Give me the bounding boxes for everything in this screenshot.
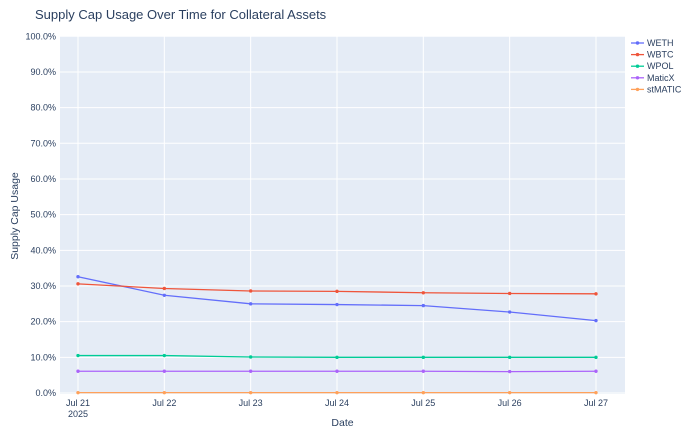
legend-label: WBTC	[647, 50, 674, 60]
x-tick-label: Jul 24	[325, 398, 349, 408]
y-axis-ticks: 0.0% 10.0% 20.0% 30.0% 40.0% 50.0% 60.0% 70.0% 8…	[25, 31, 56, 398]
legend-swatch-marker	[635, 87, 640, 92]
legend-label: stMATIC	[647, 84, 682, 94]
y-tick-label: 30.0%	[30, 281, 56, 291]
y-tick-label: 50.0%	[30, 210, 56, 220]
series-markers-MaticX	[76, 369, 598, 374]
x-tick-sub-label: 2025	[68, 409, 88, 419]
gridlines	[60, 35, 625, 394]
legend-swatch-marker	[635, 41, 640, 45]
legend-label: MaticX	[647, 73, 675, 83]
legend-swatch-marker	[635, 52, 640, 57]
x-axis-title: Date	[331, 417, 354, 429]
x-tick-label: Jul 21	[66, 398, 90, 408]
series-markers-stMATIC	[76, 390, 598, 395]
legend-label: WETH	[647, 38, 674, 48]
x-tick-label: Jul 22	[152, 398, 176, 408]
y-tick-label: 0.0%	[35, 388, 56, 398]
y-axis-title: Supply Cap Usage	[9, 172, 21, 260]
legend-item-WETH[interactable]: WETH	[631, 38, 674, 48]
y-tick-label: 90.0%	[30, 67, 56, 77]
x-tick-label: Jul 26	[498, 398, 522, 408]
x-tick-label: Jul 23	[239, 398, 263, 408]
y-tick-label: 100.0%	[25, 31, 56, 41]
y-tick-label: 40.0%	[30, 245, 56, 255]
x-tick-label: Jul 25	[411, 398, 435, 408]
y-tick-label: 20.0%	[30, 317, 56, 327]
y-tick-label: 80.0%	[30, 103, 56, 113]
y-tick-label: 10.0%	[30, 352, 56, 362]
legend-item-WPOL[interactable]: WPOL	[631, 61, 674, 71]
series-markers-WPOL	[76, 353, 598, 360]
legend-label: WPOL	[647, 61, 674, 71]
legend-swatch-marker	[635, 64, 640, 68]
y-tick-label: 60.0%	[30, 174, 56, 184]
legend-swatch-marker	[635, 76, 640, 80]
legend-item-MaticX[interactable]: MaticX	[631, 73, 675, 83]
legend-item-WBTC[interactable]: WBTC	[631, 50, 674, 60]
x-tick-label: Jul 27	[584, 398, 608, 408]
y-tick-label: 70.0%	[30, 138, 56, 148]
series-markers-WBTC	[76, 282, 598, 296]
legend-item-stMATIC[interactable]: stMATIC	[631, 84, 682, 94]
chart-title: Supply Cap Usage Over Time for Collatera…	[35, 7, 327, 22]
series-markers-WETH	[76, 275, 598, 323]
